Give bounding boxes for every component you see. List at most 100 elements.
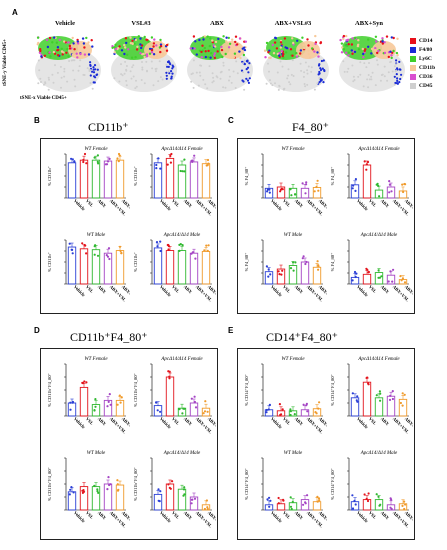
x-tick-label: ABX [380,510,391,521]
data-point [387,280,390,283]
bar [79,486,89,511]
data-point [71,158,74,161]
data-point [72,491,75,494]
data-point [109,403,112,406]
subchart-y-label: % CD14⁺F4_80⁺ [330,373,335,406]
data-point [206,158,210,162]
data-point [207,244,210,247]
data-point [367,271,370,274]
data-point [401,504,404,507]
data-point [82,158,85,161]
panel-d-frame [40,348,218,540]
data-point [166,243,169,247]
data-point [69,488,72,491]
data-point [302,403,305,406]
data-point [289,410,292,413]
data-point [289,188,292,191]
data-point [306,410,309,413]
x-tick-label: Vehicle [159,510,172,523]
data-point [106,255,110,258]
subchart-y-label: % CD11b⁺ [133,251,138,272]
subchart-y-label: % CD11b⁺F4_80⁺ [47,372,52,407]
x-tick-label: ABX [294,510,305,521]
subchart-title: WT Male [284,233,303,238]
data-point [181,170,184,173]
x-tick-label: VSL [368,416,378,426]
subchart-title: ApcΔ14/Δ14 Female [357,357,400,362]
bar [177,407,187,417]
x-tick-label: ABX [294,416,305,427]
data-point [105,254,108,257]
data-point [317,407,320,410]
data-point [96,488,99,491]
bar [189,252,199,285]
bar [201,407,211,417]
data-point [401,183,404,186]
data-point [277,502,280,505]
bar [165,376,175,417]
data-point [305,260,308,264]
tsne-title-vehicle: Vehicle [55,20,75,27]
bar [350,184,360,199]
data-point [193,400,196,404]
data-point [281,408,284,411]
data-point [70,486,73,489]
bar [79,386,89,417]
legend-item-f480: F4/80 [410,45,435,54]
data-point [401,392,404,395]
panel-c-frame [237,138,415,314]
data-point [316,500,319,503]
data-point [181,412,184,415]
bar [103,252,113,285]
x-tick-label: ABX [380,284,391,295]
data-point [377,184,380,187]
x-tick-label: ABX [183,284,194,295]
data-point [351,392,354,395]
data-point [96,160,99,163]
data-point [94,405,97,408]
bar [115,159,125,199]
data-point [399,275,402,278]
bar [91,249,101,285]
data-point [390,190,393,193]
data-point [379,399,382,402]
data-point [183,170,186,173]
data-point [168,486,171,489]
x-tick-label: Vehicle [270,284,283,297]
subchart-title: ApcΔ14/Δ14 Female [160,357,203,362]
data-point [355,399,358,402]
x-tick-label: Vehicle [159,416,172,429]
bar [103,160,113,199]
bar [103,483,113,511]
data-point [118,245,122,248]
bar [153,493,163,511]
data-point [155,401,158,404]
bar [312,266,322,285]
data-point [268,505,271,508]
data-point [391,397,394,401]
bar-chart-e-apc-female: ApcΔ14/Δ14 Female % CD14⁺F4_80⁺ VehicleVSL… [330,357,413,434]
data-point [85,252,88,255]
subchart-title: WT Male [87,233,106,238]
data-point [281,269,284,272]
x-tick-label: Vehicle [159,198,172,211]
data-point [118,154,121,157]
x-tick-label: ABX [183,198,194,209]
x-tick-label: ABX [380,198,391,209]
x-tick-label: VSL [282,198,292,208]
data-point [70,157,73,160]
data-point [82,489,85,492]
bar [362,273,372,285]
data-point [155,167,158,170]
bar [153,247,163,285]
data-point [403,182,406,186]
data-point [268,191,271,194]
data-point [83,152,87,156]
x-tick-label: Vehicle [270,416,283,429]
data-point [290,507,293,511]
data-point [290,194,293,197]
data-point [351,279,354,282]
